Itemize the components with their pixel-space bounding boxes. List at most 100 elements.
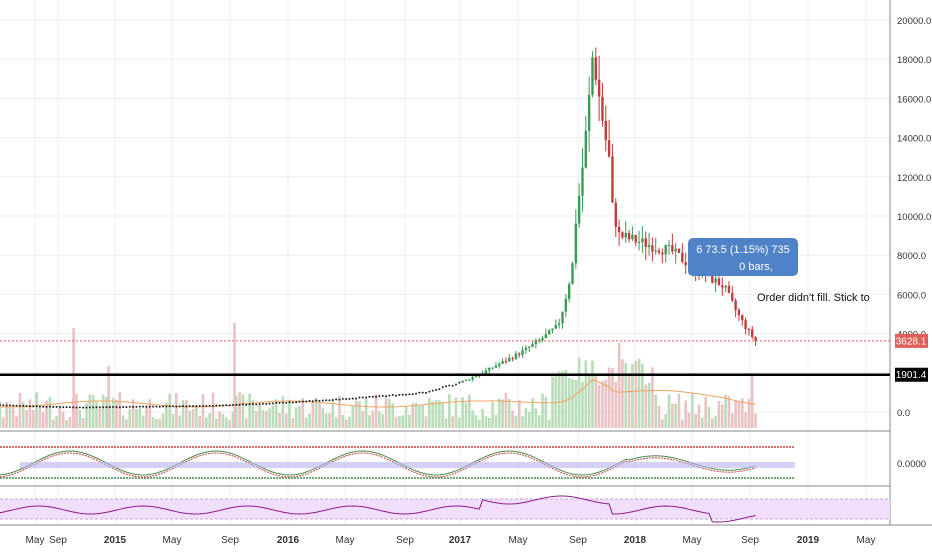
price-dot <box>58 406 61 409</box>
candle-body <box>484 370 488 374</box>
price-dot <box>125 406 128 409</box>
candle-body <box>727 285 731 294</box>
volume-bar <box>72 328 75 428</box>
volume-bar <box>115 399 118 428</box>
candle-body <box>531 343 534 347</box>
volume-bar <box>258 405 261 428</box>
price-dot <box>15 404 18 407</box>
volume-bar <box>637 358 641 428</box>
price-dot <box>305 400 308 403</box>
volume-bar <box>714 415 717 428</box>
candle-body <box>731 293 734 301</box>
volume-bar <box>414 403 418 428</box>
volume-bar <box>105 396 108 428</box>
volume-bar <box>178 415 181 428</box>
price-dot <box>95 406 98 409</box>
volume-bar <box>274 399 278 428</box>
volume-bar <box>107 366 110 428</box>
price-dot <box>298 400 301 403</box>
volume-bar <box>704 397 707 428</box>
volume-bar <box>271 405 275 428</box>
time-tick-label: 2019 <box>797 535 820 546</box>
volume-bar <box>91 394 95 428</box>
volume-bar <box>131 399 135 428</box>
volume-bar <box>45 400 48 428</box>
price-dot <box>12 404 15 407</box>
volume-bar <box>128 409 132 428</box>
price-dot <box>68 406 71 409</box>
candle-body <box>661 252 664 255</box>
price-dot <box>228 404 231 407</box>
price-dot <box>75 406 78 409</box>
price-dot <box>391 394 394 397</box>
volume-bar <box>311 400 315 428</box>
volume-bar <box>304 417 308 428</box>
candle-body <box>714 278 717 283</box>
price-dot <box>261 402 264 405</box>
volume-bar <box>251 400 255 428</box>
price-axis[interactable]: 20000.0 18000.0 16000.0 14000.0 12000.0 10000… <box>897 16 931 470</box>
price-dot <box>418 391 421 394</box>
volume-bar <box>148 399 152 428</box>
volume-bar <box>354 400 358 428</box>
volume-bar <box>68 416 72 428</box>
candle-body <box>488 367 491 371</box>
price-tick-label: 12000.0 <box>897 173 931 184</box>
price-dot <box>255 403 258 406</box>
macd-histogram <box>20 462 795 468</box>
price-dot <box>208 404 211 407</box>
candle-body <box>524 347 528 351</box>
time-tick-label: May <box>336 535 355 546</box>
time-axis[interactable]: May Sep 2015 May Sep 2016 May Sep 2017 May Sep 2018… <box>26 535 876 546</box>
volume-bar <box>35 392 38 428</box>
price-dot <box>85 406 88 409</box>
price-dot <box>198 404 201 407</box>
price-dot <box>425 391 428 394</box>
candle-body <box>567 284 571 299</box>
price-dot <box>288 401 291 404</box>
current-price-tag <box>895 333 928 348</box>
price-dot <box>398 393 401 396</box>
candle-body <box>547 330 551 335</box>
price-dot <box>132 405 135 408</box>
price-dot <box>115 406 118 409</box>
volume-bar <box>627 373 631 428</box>
price-dot <box>155 405 158 408</box>
candle-body <box>591 57 594 95</box>
volume-bar <box>537 415 541 428</box>
volume-bar <box>338 395 341 428</box>
volume-bar <box>720 404 724 428</box>
price-dot <box>221 404 224 407</box>
candle-body <box>498 363 501 366</box>
price-dot <box>428 390 431 393</box>
stoch-fast-line <box>0 450 756 476</box>
volume-bar <box>631 363 634 428</box>
volume-bar <box>671 403 674 428</box>
price-dot <box>378 394 381 397</box>
volume-bar <box>521 416 524 428</box>
volume-bar <box>421 405 425 428</box>
volume-bar <box>318 403 321 428</box>
volume-bar <box>0 401 2 428</box>
candle-body <box>491 367 494 369</box>
price-dot <box>158 405 161 408</box>
measure-annotation[interactable]: 6 73.5 (1.15%) 735 0 bars, <box>688 238 798 276</box>
volume-bar <box>121 415 125 428</box>
price-dot <box>112 406 115 409</box>
volume-bar <box>677 393 681 428</box>
candle-body <box>501 361 504 364</box>
volume-bar <box>284 413 288 428</box>
price-dot <box>138 405 141 408</box>
volume-bar <box>18 392 22 428</box>
volume-bar <box>607 367 611 428</box>
annotation-line-1: 6 73.5 (1.15%) 735 <box>696 244 790 256</box>
volume-bar <box>118 392 122 428</box>
rsi-line <box>0 495 756 523</box>
candle-body <box>631 234 634 240</box>
volume-bar <box>141 415 145 428</box>
volume-bar <box>264 410 268 428</box>
volume-bar <box>51 419 55 428</box>
volume-bar <box>597 384 601 428</box>
